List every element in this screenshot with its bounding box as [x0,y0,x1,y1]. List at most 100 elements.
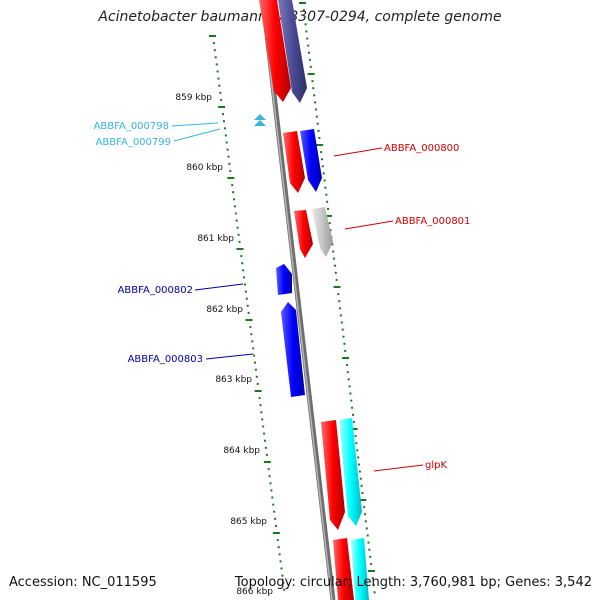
minor-tick [323,179,326,182]
minor-tick [313,94,316,97]
cds-feature-cyan[interactable] [351,538,369,600]
minor-tick [233,198,235,201]
minor-tick [243,276,245,279]
minor-tick [317,129,320,132]
minor-tick [314,101,317,104]
cds-feature-reverse-000802[interactable] [276,264,292,295]
scale-label-text: 866 kbp [236,587,273,597]
minor-tick [218,84,221,87]
minor-tick [370,562,373,565]
leader-line-000801 [344,220,394,230]
gene-label-000798[interactable]: ABBFA_000798 [94,121,169,132]
minor-tick [235,219,238,222]
genome-backbone [260,0,336,600]
minor-tick [359,477,362,480]
cds-feature-forward[interactable] [259,0,291,102]
minor-tick [250,333,253,336]
major-tick [236,248,244,250]
scale-label-866: 866 kbp [236,587,273,597]
minor-tick [371,577,374,580]
minor-tick [274,517,277,520]
trna-marker-000798[interactable] [254,114,266,120]
genome-backbone-highlight [261,0,333,600]
cds-feature-forward[interactable] [283,131,305,193]
minor-tick [253,354,256,357]
minor-tick [264,446,267,449]
gene-label-glpk[interactable]: glpK [425,460,447,471]
minor-tick [367,541,370,544]
minor-tick [255,375,258,378]
minor-tick [283,588,286,591]
minor-tick [324,186,327,189]
minor-tick [231,184,234,187]
gene-label-000800[interactable]: ABBFA_000800 [384,143,459,154]
minor-tick [334,271,337,274]
major-tick [254,390,262,392]
minor-tick [311,80,314,83]
minor-tick [331,243,334,246]
trna-marker-000799[interactable] [254,120,266,126]
scale-label-862: 862 kbp [206,305,243,315]
rna-feature-purple[interactable] [278,0,307,103]
major-tick [333,286,341,288]
leader-line-000803 [205,353,254,360]
minor-tick [272,503,275,506]
minor-tick [358,470,361,473]
minor-tick [251,340,254,343]
minor-tick [306,37,309,40]
minor-tick [245,297,248,300]
minor-tick [254,368,257,371]
minor-tick [237,233,240,236]
minor-tick [269,482,272,485]
minor-tick [243,283,246,286]
leader-line-000798 [171,122,219,127]
cds-feature-forward[interactable] [333,538,354,600]
minor-tick [261,418,264,421]
minor-tick [348,385,351,388]
minor-tick [322,172,325,175]
minor-tick [244,290,247,293]
minor-tick [309,65,312,68]
minor-tick [333,257,335,260]
minor-tick [340,321,343,324]
major-tick [324,215,332,217]
major-tick [227,177,235,179]
cds-feature-blue-000800[interactable] [300,129,322,192]
minor-tick [227,155,230,158]
cds-feature-cyan[interactable] [339,418,362,526]
gene-label-000799[interactable]: ABBFA_000799 [96,137,171,148]
scale-label-text: 862 kbp [206,305,243,315]
cds-feature-forward-glpk[interactable] [321,420,345,530]
major-tick [218,106,226,108]
minor-tick [305,30,308,33]
leader-line-000800 [333,147,383,157]
minor-tick [341,328,344,331]
minor-tick [219,91,222,94]
gene-label-000801[interactable]: ABBFA_000801 [395,216,470,227]
minor-tick [277,546,280,549]
gene-label-000802[interactable]: ABBFA_000802 [118,285,193,296]
minor-tick [265,453,268,456]
minor-tick [276,539,279,542]
minor-tick [264,439,266,442]
scale-label-text: 860 kbp [186,163,223,173]
minor-tick [361,491,364,494]
cds-feature-reverse-000803[interactable] [281,302,305,397]
gene-label-000803[interactable]: ABBFA_000803 [128,354,203,365]
minor-tick [236,226,239,229]
pseudo-feature-grey-000801[interactable] [312,207,333,257]
minor-tick [232,191,235,194]
minor-tick [226,148,229,151]
minor-tick [278,553,281,556]
minor-tick [356,449,359,452]
minor-tick [241,262,244,265]
minor-tick [224,134,227,137]
scale-label-text: 864 kbp [223,446,260,456]
minor-tick [233,205,236,208]
minor-tick [242,269,245,272]
minor-tick [302,9,305,12]
major-tick [307,73,315,75]
cds-feature-forward[interactable] [294,210,313,258]
major-tick [368,570,375,572]
minor-tick [333,264,336,267]
